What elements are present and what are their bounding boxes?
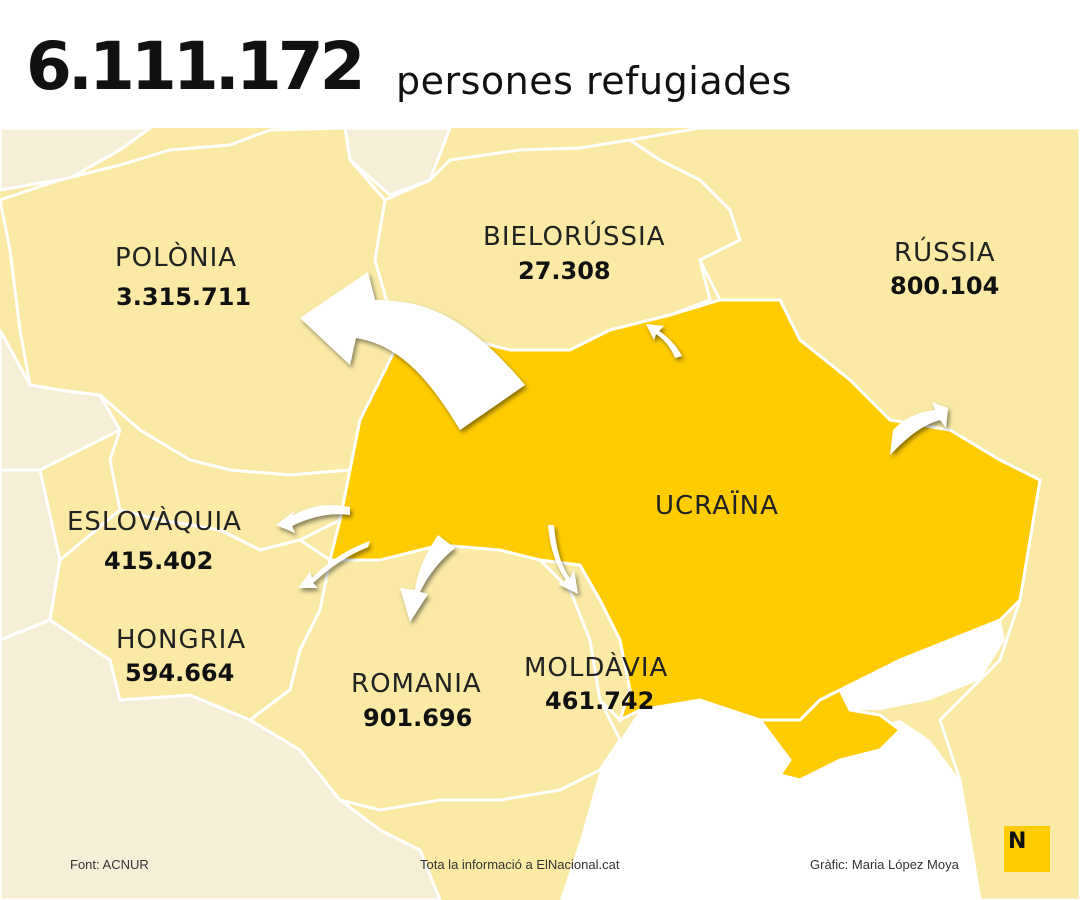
publisher-logo: N	[1004, 826, 1050, 872]
label-russia: RÚSSIA	[894, 238, 996, 268]
label-moldova: MOLDÀVIA	[524, 653, 669, 683]
sea-of-azov	[840, 615, 1005, 710]
value-belarus: 27.308	[518, 257, 611, 285]
source-note: Font: ACNUR	[70, 857, 149, 872]
label-belarus: BIELORÚSSIA	[483, 222, 666, 252]
arrows	[276, 272, 948, 622]
region-crimea	[757, 687, 903, 782]
more-info-note: Tota la informació a ElNacional.cat	[420, 857, 620, 872]
arrow-to-russia	[890, 402, 948, 455]
region-germany	[0, 126, 155, 192]
refugee-total: 6.111.172	[26, 28, 366, 105]
label-romania: ROMANIA	[351, 669, 482, 699]
label-ukraine: UCRAÏNA	[655, 491, 779, 521]
credit-note: Gràfic: Maria López Moya	[810, 857, 959, 872]
arrow-to-moldova	[548, 525, 578, 594]
arrow-to-belarus	[646, 324, 682, 358]
logo-letter: N	[1008, 829, 1027, 854]
value-hungary: 594.664	[125, 659, 235, 687]
value-russia: 800.104	[890, 272, 1000, 300]
label-hungary: HONGRIA	[116, 625, 247, 655]
arrow-to-romania	[400, 535, 455, 622]
refugee-total-caption: persones refugiades	[396, 59, 792, 103]
arrow-to-slovakia	[276, 505, 350, 533]
value-poland: 3.315.711	[116, 283, 252, 311]
value-moldova: 461.742	[545, 687, 655, 715]
arrow-to-hungary	[298, 541, 370, 588]
value-romania: 901.696	[363, 704, 473, 732]
header: 6.111.172 persones refugiades	[0, 0, 1080, 128]
label-poland: POLÒNIA	[115, 243, 238, 273]
value-slovakia: 415.402	[104, 547, 214, 575]
arrow-to-poland	[300, 272, 525, 430]
label-slovakia: ESLOVÀQUIA	[67, 507, 242, 537]
